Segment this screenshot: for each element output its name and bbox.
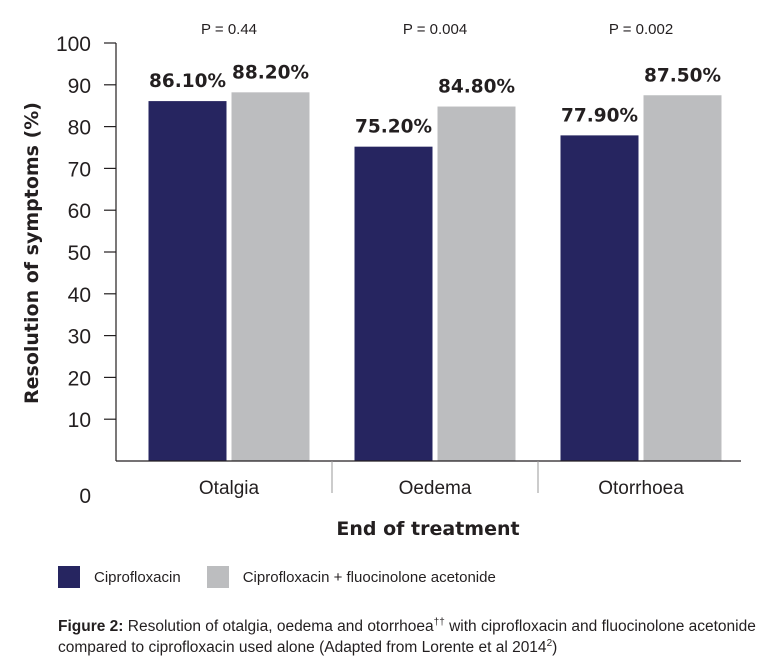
caption-prefix: Figure 2: (58, 618, 124, 635)
y-tick-label: 100 (56, 33, 91, 56)
bar-value-label: 86.10% (149, 71, 226, 92)
y-tick-label: 0 (79, 485, 91, 508)
bar (643, 95, 722, 461)
figure-caption: Figure 2: Resolution of otalgia, oedema … (58, 616, 758, 658)
legend-label: Ciprofloxacin + fluocinolone acetonide (242, 568, 496, 586)
y-tick-label: 50 (68, 242, 91, 265)
bar-value-label: 75.20% (355, 117, 432, 138)
x-axis-label: End of treatment (336, 518, 519, 540)
category-labels: Otalgia Oedema Otorrhoea (199, 478, 684, 499)
legend-item-combination: Ciprofloxacin + fluocinolone acetonide (206, 566, 496, 588)
category-label: Otorrhoea (598, 478, 684, 499)
bar-chart: 0 10 20 30 40 50 60 70 80 90 100 86.10% 75.20% 77.90… (21, 21, 741, 540)
p-value-label: P = 0.44 (201, 21, 257, 38)
y-tick-label: 30 (68, 326, 91, 349)
caption-sup: †† (433, 616, 445, 628)
y-tick-label: 40 (68, 284, 91, 307)
caption-text: Resolution of otalgia, oedema and otorrh… (123, 618, 434, 635)
p-value-labels: P = 0.44 P = 0.004 P = 0.002 (201, 21, 673, 38)
bar-value-label: 77.90% (561, 105, 638, 126)
bar (354, 146, 433, 461)
bar (231, 92, 310, 461)
caption-sup: 2 (546, 637, 553, 649)
y-axis-ticks: 0 10 20 30 40 50 60 70 80 90 100 (56, 33, 116, 508)
bar-value-label: 87.50% (644, 65, 721, 86)
category-label: Otalgia (199, 478, 260, 499)
y-axis-label: Resolution of symptoms (%) (21, 102, 43, 404)
y-tick-label: 20 (68, 367, 91, 390)
y-tick-label: 90 (68, 75, 91, 98)
legend-swatch (58, 566, 80, 588)
bar-value-label: 84.80% (438, 77, 515, 98)
y-tick-label: 80 (68, 117, 91, 140)
category-label: Oedema (399, 478, 472, 499)
caption-text: ) (552, 639, 558, 656)
bar (148, 101, 227, 462)
legend-item-ciprofloxacin: Ciprofloxacin (58, 566, 181, 588)
y-tick-label: 10 (68, 409, 91, 432)
bar (560, 135, 639, 462)
p-value-label: P = 0.002 (609, 21, 673, 38)
legend: Ciprofloxacin Ciprofloxacin + fluocinolo… (58, 566, 522, 588)
bar-value-labels: 86.10% 75.20% 77.90% 88.20% 84.80% 87.50% (149, 62, 721, 137)
bar-value-label: 88.20% (232, 62, 309, 83)
bar (437, 106, 516, 461)
legend-label: Ciprofloxacin (94, 568, 181, 586)
y-tick-label: 70 (68, 158, 91, 181)
bars (148, 92, 722, 462)
legend-swatch (206, 566, 229, 588)
caption-text: with ciprofloxacin and fluocinolone acet… (58, 618, 756, 656)
p-value-label: P = 0.004 (403, 21, 467, 38)
y-tick-label: 60 (68, 200, 91, 223)
